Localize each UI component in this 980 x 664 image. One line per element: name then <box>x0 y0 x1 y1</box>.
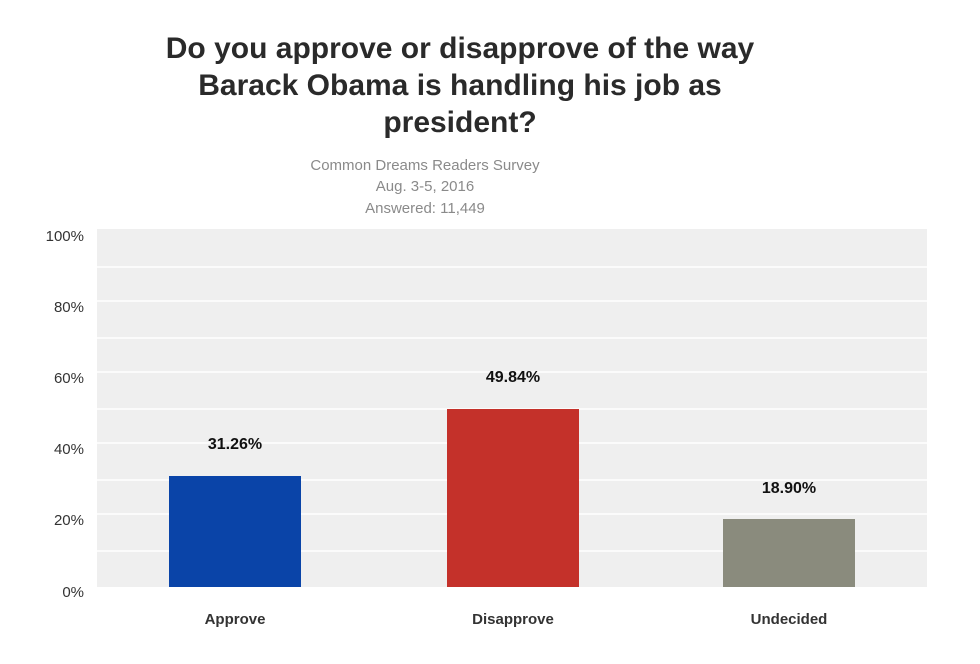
gridline <box>97 266 927 268</box>
value-label-approve: 31.26% <box>207 436 263 453</box>
chart-title-line2: Barack Obama is handling his job as <box>198 69 722 102</box>
value-label-undecided: 18.90% <box>761 480 817 497</box>
y-tick-60: 60% <box>53 370 84 387</box>
y-tick-40: 40% <box>53 441 84 458</box>
x-label-undecided: Undecided <box>750 611 828 628</box>
bar-disapprove <box>447 409 579 587</box>
y-tick-100: 100% <box>45 228 84 245</box>
x-label-approve: Approve <box>204 611 266 628</box>
y-tick-0: 0% <box>62 584 84 601</box>
gridline <box>97 371 927 373</box>
bar-approve <box>169 476 301 587</box>
subtitle-source: Common Dreams Readers Survey <box>310 157 540 174</box>
x-label-disapprove: Disapprove <box>472 611 554 628</box>
gridline <box>97 300 927 302</box>
y-tick-20: 20% <box>53 512 84 529</box>
chart-title-line1: Do you approve or disapprove of the way <box>165 32 755 65</box>
subtitle-answered: Answered: 11,449 <box>365 200 485 217</box>
y-tick-80: 80% <box>53 299 84 316</box>
subtitle-date: Aug. 3-5, 2016 <box>375 178 475 195</box>
bar-undecided <box>723 519 855 587</box>
chart-title-line3: president? <box>383 106 537 139</box>
value-label-disapprove: 49.84% <box>485 369 541 386</box>
gridline <box>97 337 927 339</box>
chart-title: Do you approve or disapprove of the way … <box>80 30 840 141</box>
